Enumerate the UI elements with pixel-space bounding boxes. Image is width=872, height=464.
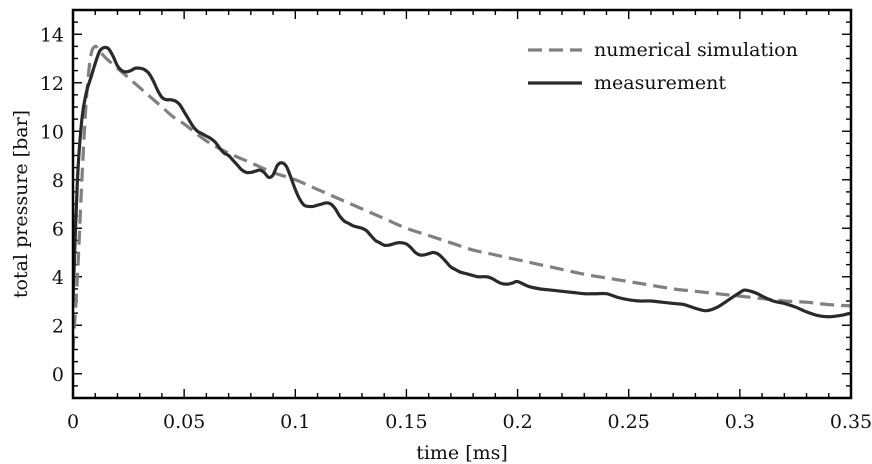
y-tick-label: 2	[52, 315, 64, 337]
x-axis-label: time [ms]	[416, 442, 508, 464]
series-layer	[73, 44, 851, 350]
legend: numerical simulation measurement	[528, 39, 798, 94]
legend-label-measurement: measurement	[594, 72, 726, 94]
y-tick-label: 14	[40, 24, 64, 46]
x-tick-label: 0.3	[725, 411, 755, 433]
y-tick-label: 12	[40, 73, 64, 95]
x-tick-label: 0.15	[385, 411, 427, 433]
x-tick-label: 0	[67, 411, 79, 433]
x-tick-label: 0.35	[830, 411, 872, 433]
x-tick-label: 0.1	[280, 411, 310, 433]
y-tick-label: 8	[52, 170, 64, 192]
y-tick-label: 10	[40, 121, 64, 143]
plot-frame	[71, 8, 853, 400]
y-axis-label: total pressure [bar]	[10, 110, 32, 298]
x-tick-label: 0.25	[608, 411, 650, 433]
series-line-measurement	[73, 45, 851, 319]
y-tick-label: 6	[52, 218, 64, 240]
x-tick-label: 0.05	[163, 411, 205, 433]
series-line-simulation	[73, 44, 851, 350]
x-tick-label: 0.2	[502, 411, 532, 433]
y-tick-label: 4	[52, 267, 64, 289]
legend-label-simulation: numerical simulation	[594, 39, 798, 61]
y-tick-label: 0	[52, 364, 64, 386]
ticks-layer: 0 0.05 0.1 0.15 0.2 0.25 0.3 0.35 0 2 4 6 8 10 12 14	[40, 9, 872, 433]
